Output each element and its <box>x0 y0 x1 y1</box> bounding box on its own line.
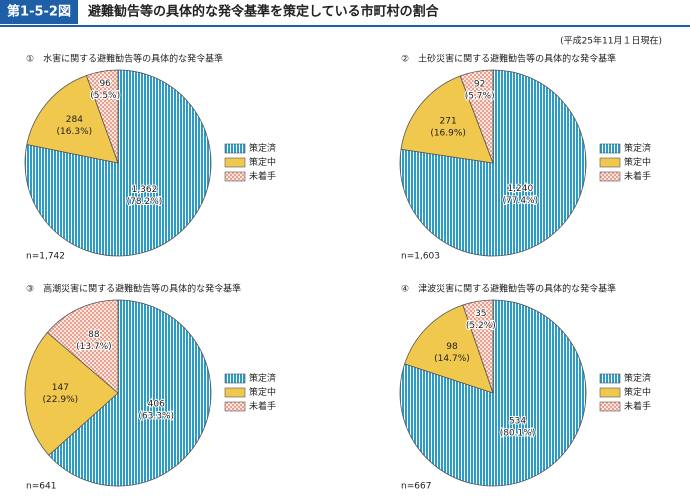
legend-label: 未着手 <box>249 170 276 182</box>
legend-label: 策定済 <box>624 372 651 384</box>
slice-percent-label: (5.5%) <box>90 91 120 101</box>
chart-title: ④ 津波災害に関する避難勧告等の具体的な発令基準 <box>401 283 616 295</box>
pie-slice <box>24 331 119 456</box>
legend-swatch <box>224 387 246 398</box>
slice-percent-label: (16.9%) <box>430 128 466 138</box>
pie-slice <box>48 299 212 487</box>
legend-swatch <box>599 171 621 182</box>
legend-swatch <box>224 143 246 154</box>
slice-percent-label: (78.2%) <box>127 197 163 207</box>
slice-percent-label: (5.7%) <box>465 91 495 101</box>
header-title: 避難勧告等の具体的な発令基準を策定している市町村の割合 <box>88 4 440 20</box>
legend-swatch <box>599 401 621 412</box>
legend-swatch <box>599 157 621 168</box>
pie-slice <box>462 299 494 394</box>
legend-label: 未着手 <box>624 170 651 182</box>
slice-value-label: 284 <box>66 115 83 125</box>
slice-value-label: 88 <box>88 330 100 340</box>
slice-value-label: 92 <box>474 79 485 89</box>
chart-title: ① 水害に関する避難勧告等の具体的な発令基準 <box>26 53 223 65</box>
sample-size: n=1,742 <box>26 252 65 262</box>
legend-swatch <box>599 143 621 154</box>
header-label: 第1-5-2図 <box>7 4 71 20</box>
pie-slice <box>404 304 494 394</box>
legend-swatch <box>224 171 246 182</box>
pie-slice <box>399 69 587 257</box>
legend-swatch <box>224 401 246 412</box>
legend-swatch <box>599 387 621 398</box>
legend-label: 策定済 <box>249 372 276 384</box>
legend-swatch <box>224 157 246 168</box>
legend-label: 策定中 <box>624 156 651 168</box>
legend-label: 未着手 <box>249 400 276 412</box>
header-badge <box>0 0 78 24</box>
sample-size: n=641 <box>26 482 56 492</box>
pie-slice <box>85 69 119 164</box>
pie-slice <box>400 75 494 164</box>
slice-value-label: 406 <box>148 400 165 410</box>
pie-slice <box>459 69 494 164</box>
slice-value-label: 1,240 <box>507 184 533 194</box>
slice-percent-label: (80.1%) <box>500 428 536 438</box>
slice-value-label: 96 <box>99 79 111 89</box>
legend-swatch <box>224 373 246 384</box>
chart-title: ③ 高潮災害に関する避難勧告等の具体的な発令基準 <box>26 283 241 295</box>
slice-percent-label: (5.2%) <box>466 321 496 331</box>
legend-swatch <box>599 373 621 384</box>
legend-label: 策定済 <box>249 142 276 154</box>
legend-label: 策定中 <box>249 386 276 398</box>
slice-percent-label: (22.9%) <box>43 395 79 405</box>
sample-size: n=1,603 <box>401 252 440 262</box>
legend-label: 策定済 <box>624 142 651 154</box>
slice-percent-label: (63.3%) <box>138 412 174 422</box>
slice-value-label: 271 <box>440 116 457 126</box>
pie-slice <box>46 299 119 394</box>
date-note: (平成25年11月１日現在) <box>560 35 662 47</box>
slice-percent-label: (77.4%) <box>503 196 539 206</box>
legend-label: 未着手 <box>624 400 651 412</box>
legend-label: 策定中 <box>249 156 276 168</box>
slice-value-label: 35 <box>475 309 486 319</box>
slice-value-label: 147 <box>52 383 69 393</box>
slice-percent-label: (14.7%) <box>434 354 470 364</box>
slice-value-label: 1,362 <box>132 185 158 195</box>
slice-value-label: 534 <box>509 416 526 426</box>
pie-slice <box>26 75 119 164</box>
chart-title: ② 土砂災害に関する避難勧告等の具体的な発令基準 <box>401 53 616 65</box>
legend-label: 策定中 <box>624 386 651 398</box>
slice-percent-label: (16.3%) <box>57 127 93 137</box>
slice-percent-label: (13.7%) <box>76 342 112 352</box>
slice-value-label: 98 <box>446 342 458 352</box>
sample-size: n=667 <box>401 482 431 492</box>
